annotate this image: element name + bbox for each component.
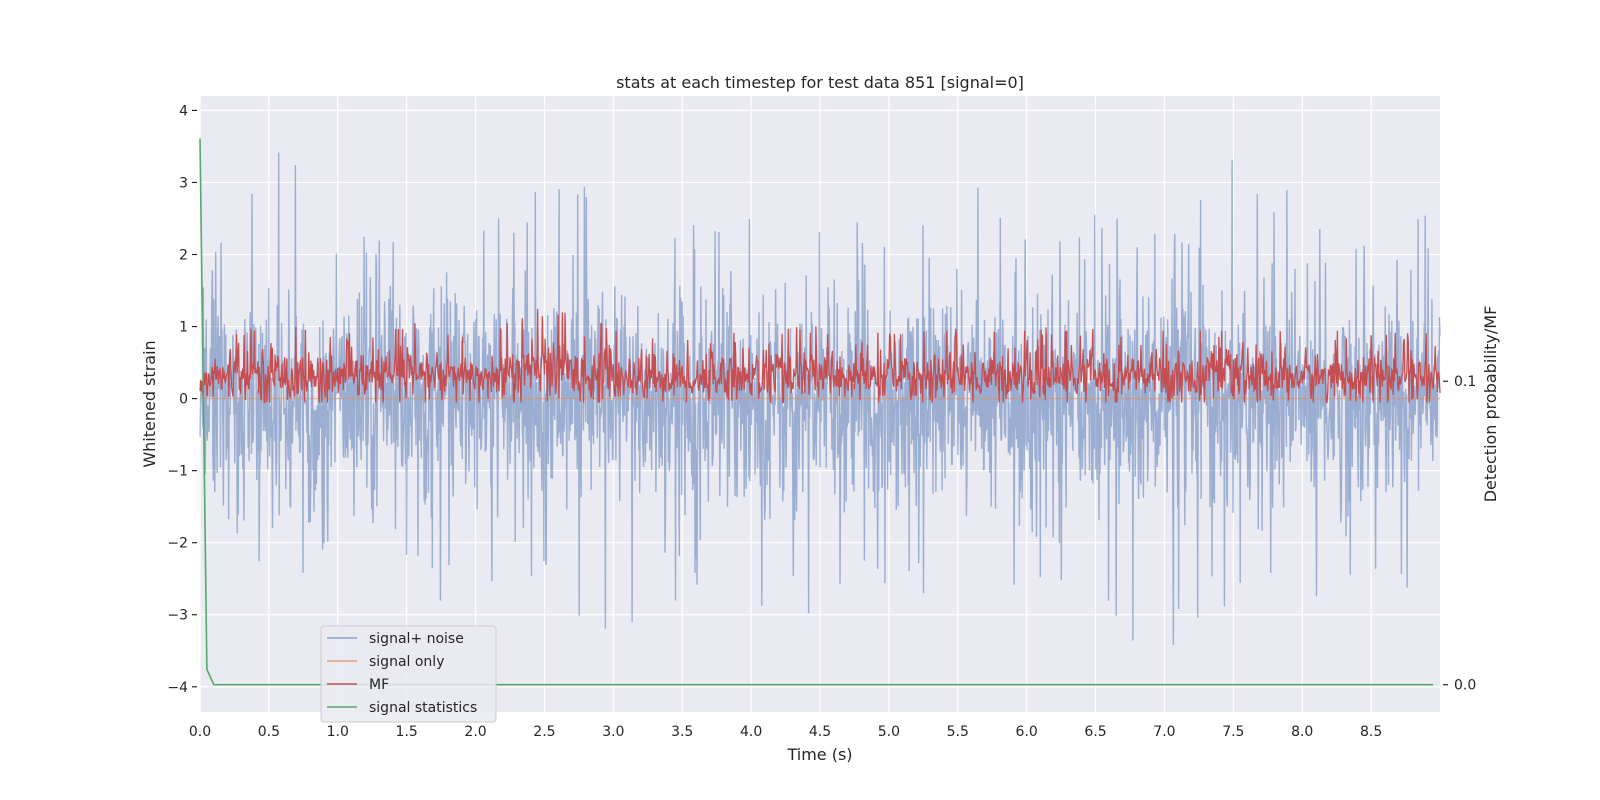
x-axis-title: Time (s) xyxy=(786,745,852,764)
x-tick-label: 4.0 xyxy=(740,724,762,740)
series-line-signal-noise xyxy=(199,152,1441,645)
x-tick-label: 0.5 xyxy=(258,724,280,740)
x-tick-label: 7.0 xyxy=(1153,724,1175,740)
x-tick-label: 2.5 xyxy=(533,724,555,740)
x-tick-label: 6.0 xyxy=(1016,724,1038,740)
x-tick-label: 3.5 xyxy=(671,724,693,740)
x-tick-label: 3.0 xyxy=(602,724,624,740)
legend-label-signal-statistics: signal statistics xyxy=(369,700,477,716)
y-right-axis-title: Detection probability/MF xyxy=(1481,306,1500,503)
legend-label-mf: MF xyxy=(369,677,389,693)
y-tick-label: 3 xyxy=(179,175,188,191)
legend-label-signal-only: signal only xyxy=(369,654,444,670)
x-tick-label: 7.5 xyxy=(1222,724,1244,740)
legend-box xyxy=(320,625,497,723)
x-tick-label: 8.5 xyxy=(1360,724,1382,740)
legend: signal+ noise signal only MF signal stat… xyxy=(320,625,497,723)
x-tick-label: 6.5 xyxy=(1084,724,1106,740)
series-line-mf xyxy=(199,308,1441,404)
y-tick-label: −1 xyxy=(167,464,188,480)
x-tick-label: 1.5 xyxy=(396,724,418,740)
y-tick-label: −2 xyxy=(167,536,188,552)
x-tick-label: 8.0 xyxy=(1291,724,1313,740)
y-tick-label: 1 xyxy=(179,320,188,336)
y-tick-label: −3 xyxy=(167,608,188,624)
x-tick-label: 2.0 xyxy=(464,724,486,740)
x-tick-label: 5.0 xyxy=(878,724,900,740)
y-tick-label: −4 xyxy=(167,680,188,696)
y-tick-label: 2 xyxy=(179,248,188,264)
y-tick-label: 4 xyxy=(179,103,188,119)
y-axis-title: Whitened strain xyxy=(140,340,159,467)
y-right-tick-label: 0.1 xyxy=(1454,374,1476,390)
x-tick-label: 1.0 xyxy=(327,724,349,740)
y-tick-label: 0 xyxy=(179,392,188,408)
y-right-tick-label: 0.0 xyxy=(1454,678,1476,694)
x-tick-label: 0.0 xyxy=(189,724,211,740)
tick-layer: 0.0 0.5 1.0 1.5 2.0 2.5 3.0 3.5 4.0 4.5 5.0 5.5 6.0 6… xyxy=(167,103,1476,740)
legend-label-signal-noise: signal+ noise xyxy=(369,631,464,647)
x-tick-label: 4.5 xyxy=(809,724,831,740)
chart-title: stats at each timestep for test data 851… xyxy=(616,73,1024,92)
x-tick-label: 5.5 xyxy=(947,724,969,740)
